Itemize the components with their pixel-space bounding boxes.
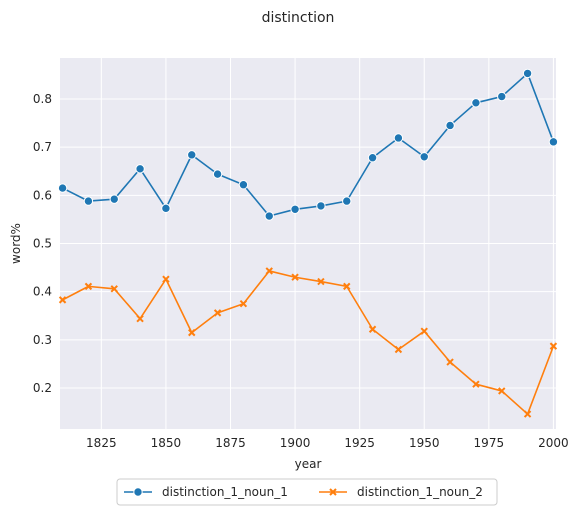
y-axis-label: word% bbox=[9, 223, 23, 264]
data-point bbox=[343, 197, 351, 205]
data-point bbox=[472, 99, 480, 107]
data-point bbox=[136, 165, 144, 173]
y-tick-label: 0.2 bbox=[33, 381, 52, 395]
x-tick-label: 1875 bbox=[215, 436, 246, 450]
data-point bbox=[368, 154, 376, 162]
data-point bbox=[110, 195, 118, 203]
data-point bbox=[265, 212, 273, 220]
x-axis: 1825 1850 1875 1900 1925 1950 1975 2000 bbox=[86, 436, 569, 450]
legend-label: distinction_1_noun_2 bbox=[357, 485, 483, 499]
data-point bbox=[213, 170, 221, 178]
x-tick-label: 1900 bbox=[280, 436, 311, 450]
data-point bbox=[498, 92, 506, 100]
y-tick-label: 0.5 bbox=[33, 237, 52, 251]
data-point bbox=[523, 69, 531, 77]
data-point bbox=[188, 151, 196, 159]
y-tick-label: 0.6 bbox=[33, 188, 52, 202]
data-point bbox=[162, 204, 170, 212]
data-point bbox=[549, 138, 557, 146]
legend: distinction_1_noun_1 distinction_1_noun_2 bbox=[117, 479, 497, 505]
y-tick-label: 0.3 bbox=[33, 333, 52, 347]
x-tick-label: 1975 bbox=[474, 436, 505, 450]
data-point bbox=[239, 181, 247, 189]
x-tick-label: 1925 bbox=[344, 436, 375, 450]
data-point bbox=[58, 184, 66, 192]
y-tick-label: 0.8 bbox=[33, 92, 52, 106]
legend-marker bbox=[134, 488, 142, 496]
data-point bbox=[420, 153, 428, 161]
x-tick-label: 1825 bbox=[86, 436, 117, 450]
x-tick-label: 1950 bbox=[409, 436, 440, 450]
legend-label: distinction_1_noun_1 bbox=[162, 485, 288, 499]
y-tick-label: 0.7 bbox=[33, 140, 52, 154]
y-axis: 0.2 0.3 0.4 0.5 0.6 0.7 0.8 bbox=[33, 92, 52, 395]
x-tick-label: 1850 bbox=[151, 436, 182, 450]
chart-title: distinction bbox=[262, 10, 335, 26]
x-axis-label: year bbox=[295, 457, 322, 471]
data-point bbox=[291, 205, 299, 213]
x-tick-label: 2000 bbox=[538, 436, 569, 450]
data-point bbox=[394, 134, 402, 142]
data-point bbox=[317, 202, 325, 210]
data-point bbox=[84, 197, 92, 205]
data-point bbox=[446, 121, 454, 129]
y-tick-label: 0.4 bbox=[33, 285, 52, 299]
